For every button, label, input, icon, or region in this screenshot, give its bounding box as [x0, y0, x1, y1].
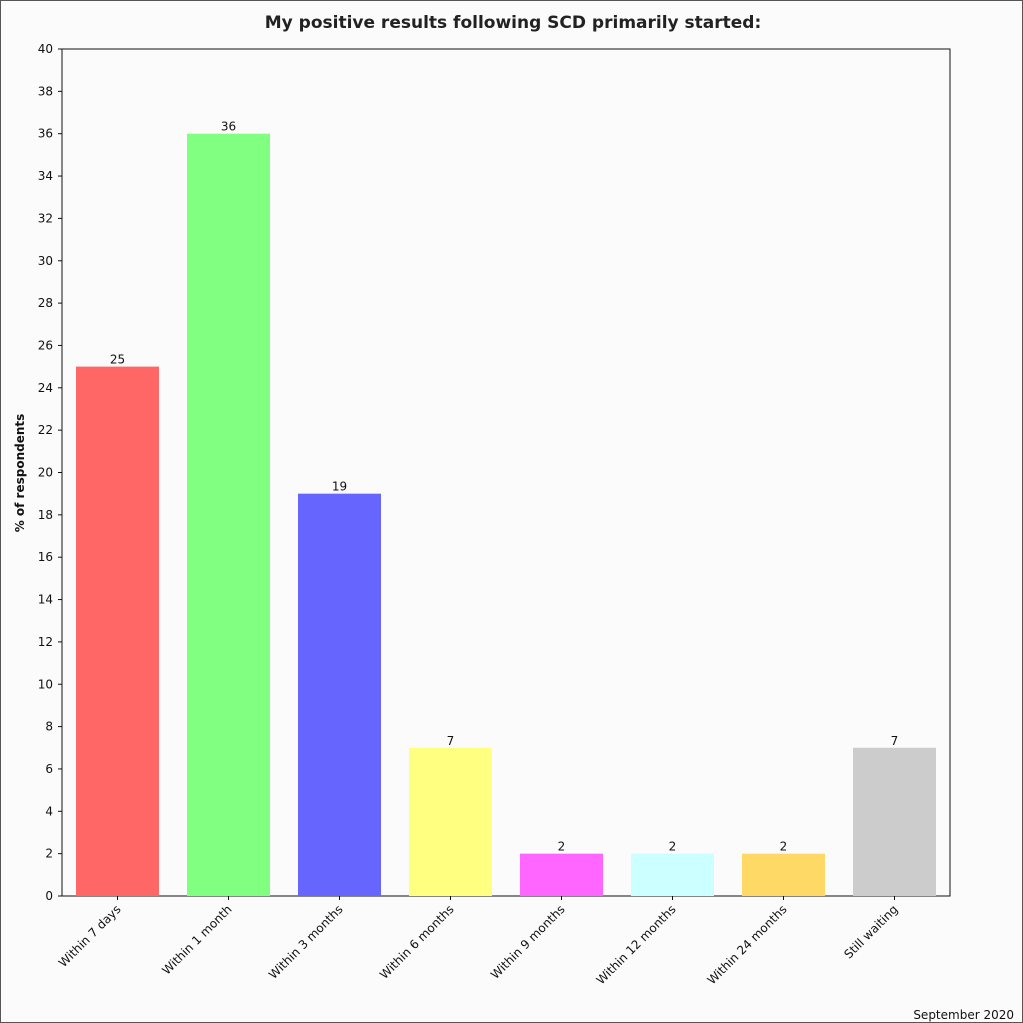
y-tick-label: 8 — [45, 720, 53, 734]
bar — [631, 853, 714, 896]
y-tick-label: 0 — [45, 889, 53, 903]
y-tick-label: 22 — [38, 423, 53, 437]
bar-value-label: 25 — [110, 353, 125, 367]
x-category-label: Within 1 month — [159, 902, 234, 977]
bar — [409, 747, 492, 896]
y-axis-label: % of respondents — [13, 414, 27, 533]
bar-value-label: 2 — [558, 840, 566, 854]
y-tick-label: 28 — [38, 296, 53, 310]
bar — [298, 493, 381, 896]
y-tick-label: 30 — [38, 254, 53, 268]
bar — [76, 366, 159, 896]
x-category-label: Within 3 months — [266, 902, 346, 982]
bar-value-label: 19 — [332, 480, 347, 494]
bars — [76, 133, 936, 896]
y-tick-label: 6 — [45, 762, 53, 776]
y-tick-label: 26 — [38, 338, 53, 352]
bar-value-label: 7 — [447, 734, 455, 748]
y-tick-label: 14 — [38, 593, 53, 607]
x-category-label: Within 24 months — [705, 902, 790, 987]
x-category-label: Still waiting — [841, 902, 900, 961]
bar — [853, 747, 936, 896]
footer-date: September 2020 — [913, 1008, 1014, 1022]
bar-value-label: 7 — [891, 734, 899, 748]
y-tick-label: 20 — [38, 466, 53, 480]
bar — [187, 133, 270, 896]
x-category-label: Within 7 days — [56, 902, 124, 970]
y-tick-label: 4 — [45, 804, 53, 818]
y-tick-label: 40 — [38, 42, 53, 56]
bar — [520, 853, 603, 896]
y-tick-label: 10 — [38, 677, 53, 691]
value-labels: 25 36 19 7 2 2 2 7 — [110, 120, 898, 854]
x-category-label: Within 9 months — [488, 902, 568, 982]
bar — [742, 853, 825, 896]
x-category-label: Within 6 months — [377, 902, 457, 982]
bar-value-label: 2 — [780, 840, 788, 854]
bar-value-label: 2 — [669, 840, 677, 854]
y-tick-label: 16 — [38, 550, 53, 564]
bar-value-label: 36 — [221, 120, 236, 134]
chart-title: My positive results following SCD primar… — [265, 13, 762, 33]
y-tick-label: 32 — [38, 211, 53, 225]
x-category-label: Within 12 months — [594, 902, 679, 987]
y-tick-label: 12 — [38, 635, 53, 649]
y-tick-label: 24 — [38, 381, 53, 395]
y-tick-label: 18 — [38, 508, 53, 522]
y-tick-label: 38 — [38, 84, 53, 98]
y-tick-label: 36 — [38, 127, 53, 141]
y-tick-label: 2 — [45, 847, 53, 861]
x-axis-labels: Within 7 days Within 1 month Within 3 mont… — [56, 896, 901, 987]
y-tick-label: 34 — [38, 169, 53, 183]
